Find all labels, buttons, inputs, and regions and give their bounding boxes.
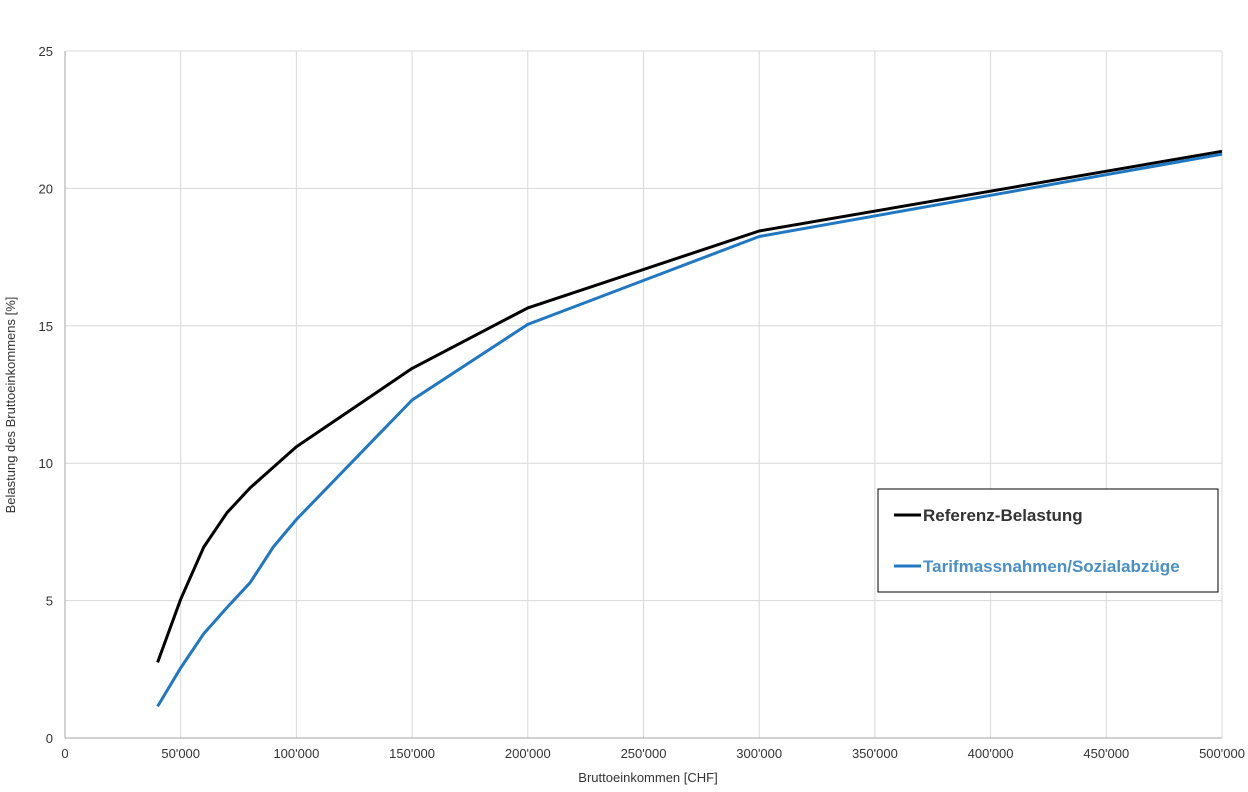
legend: Referenz-Belastung Tarifmassnahmen/Sozia…	[877, 488, 1219, 593]
legend-box	[877, 488, 1219, 593]
series-line-1	[156, 152, 1223, 708]
x-tick-label: 150'000	[389, 746, 435, 761]
x-axis-label: Bruttoeinkommen [CHF]	[578, 770, 717, 785]
legend-label-tarifmassnahmen: Tarifmassnahmen/Sozialabzüge	[923, 557, 1180, 576]
legend-label-referenz: Referenz-Belastung	[923, 506, 1083, 525]
y-axis-label: Belastung des Bruttoeinkommens [%]	[3, 297, 18, 514]
series-line-0	[156, 149, 1223, 663]
x-tick-label: 0	[61, 746, 68, 761]
grid-lines	[65, 50, 1223, 738]
y-axis-tick-labels: 0 5 10 15 20 25	[39, 44, 53, 746]
y-tick-label: 20	[39, 181, 53, 196]
x-tick-label: 300'000	[736, 746, 782, 761]
axes	[64, 51, 1222, 739]
series-lines	[156, 149, 1223, 708]
x-axis-tick-labels: 0 50'000 100'000 150'000 200'000 250'000 300'0…	[61, 746, 1245, 761]
x-tick-label: 50'000	[161, 746, 200, 761]
y-tick-label: 10	[39, 456, 53, 471]
y-tick-label: 15	[39, 319, 53, 334]
x-tick-label: 200'000	[505, 746, 551, 761]
x-tick-label: 500'000	[1199, 746, 1245, 761]
x-tick-label: 350'000	[852, 746, 898, 761]
x-tick-label: 400'000	[968, 746, 1014, 761]
x-tick-label: 450'000	[1083, 746, 1129, 761]
x-tick-label: 100'000	[273, 746, 319, 761]
y-tick-label: 0	[46, 731, 53, 746]
y-tick-label: 5	[46, 594, 53, 609]
x-tick-label: 250'000	[621, 746, 667, 761]
y-tick-label: 25	[39, 44, 53, 59]
